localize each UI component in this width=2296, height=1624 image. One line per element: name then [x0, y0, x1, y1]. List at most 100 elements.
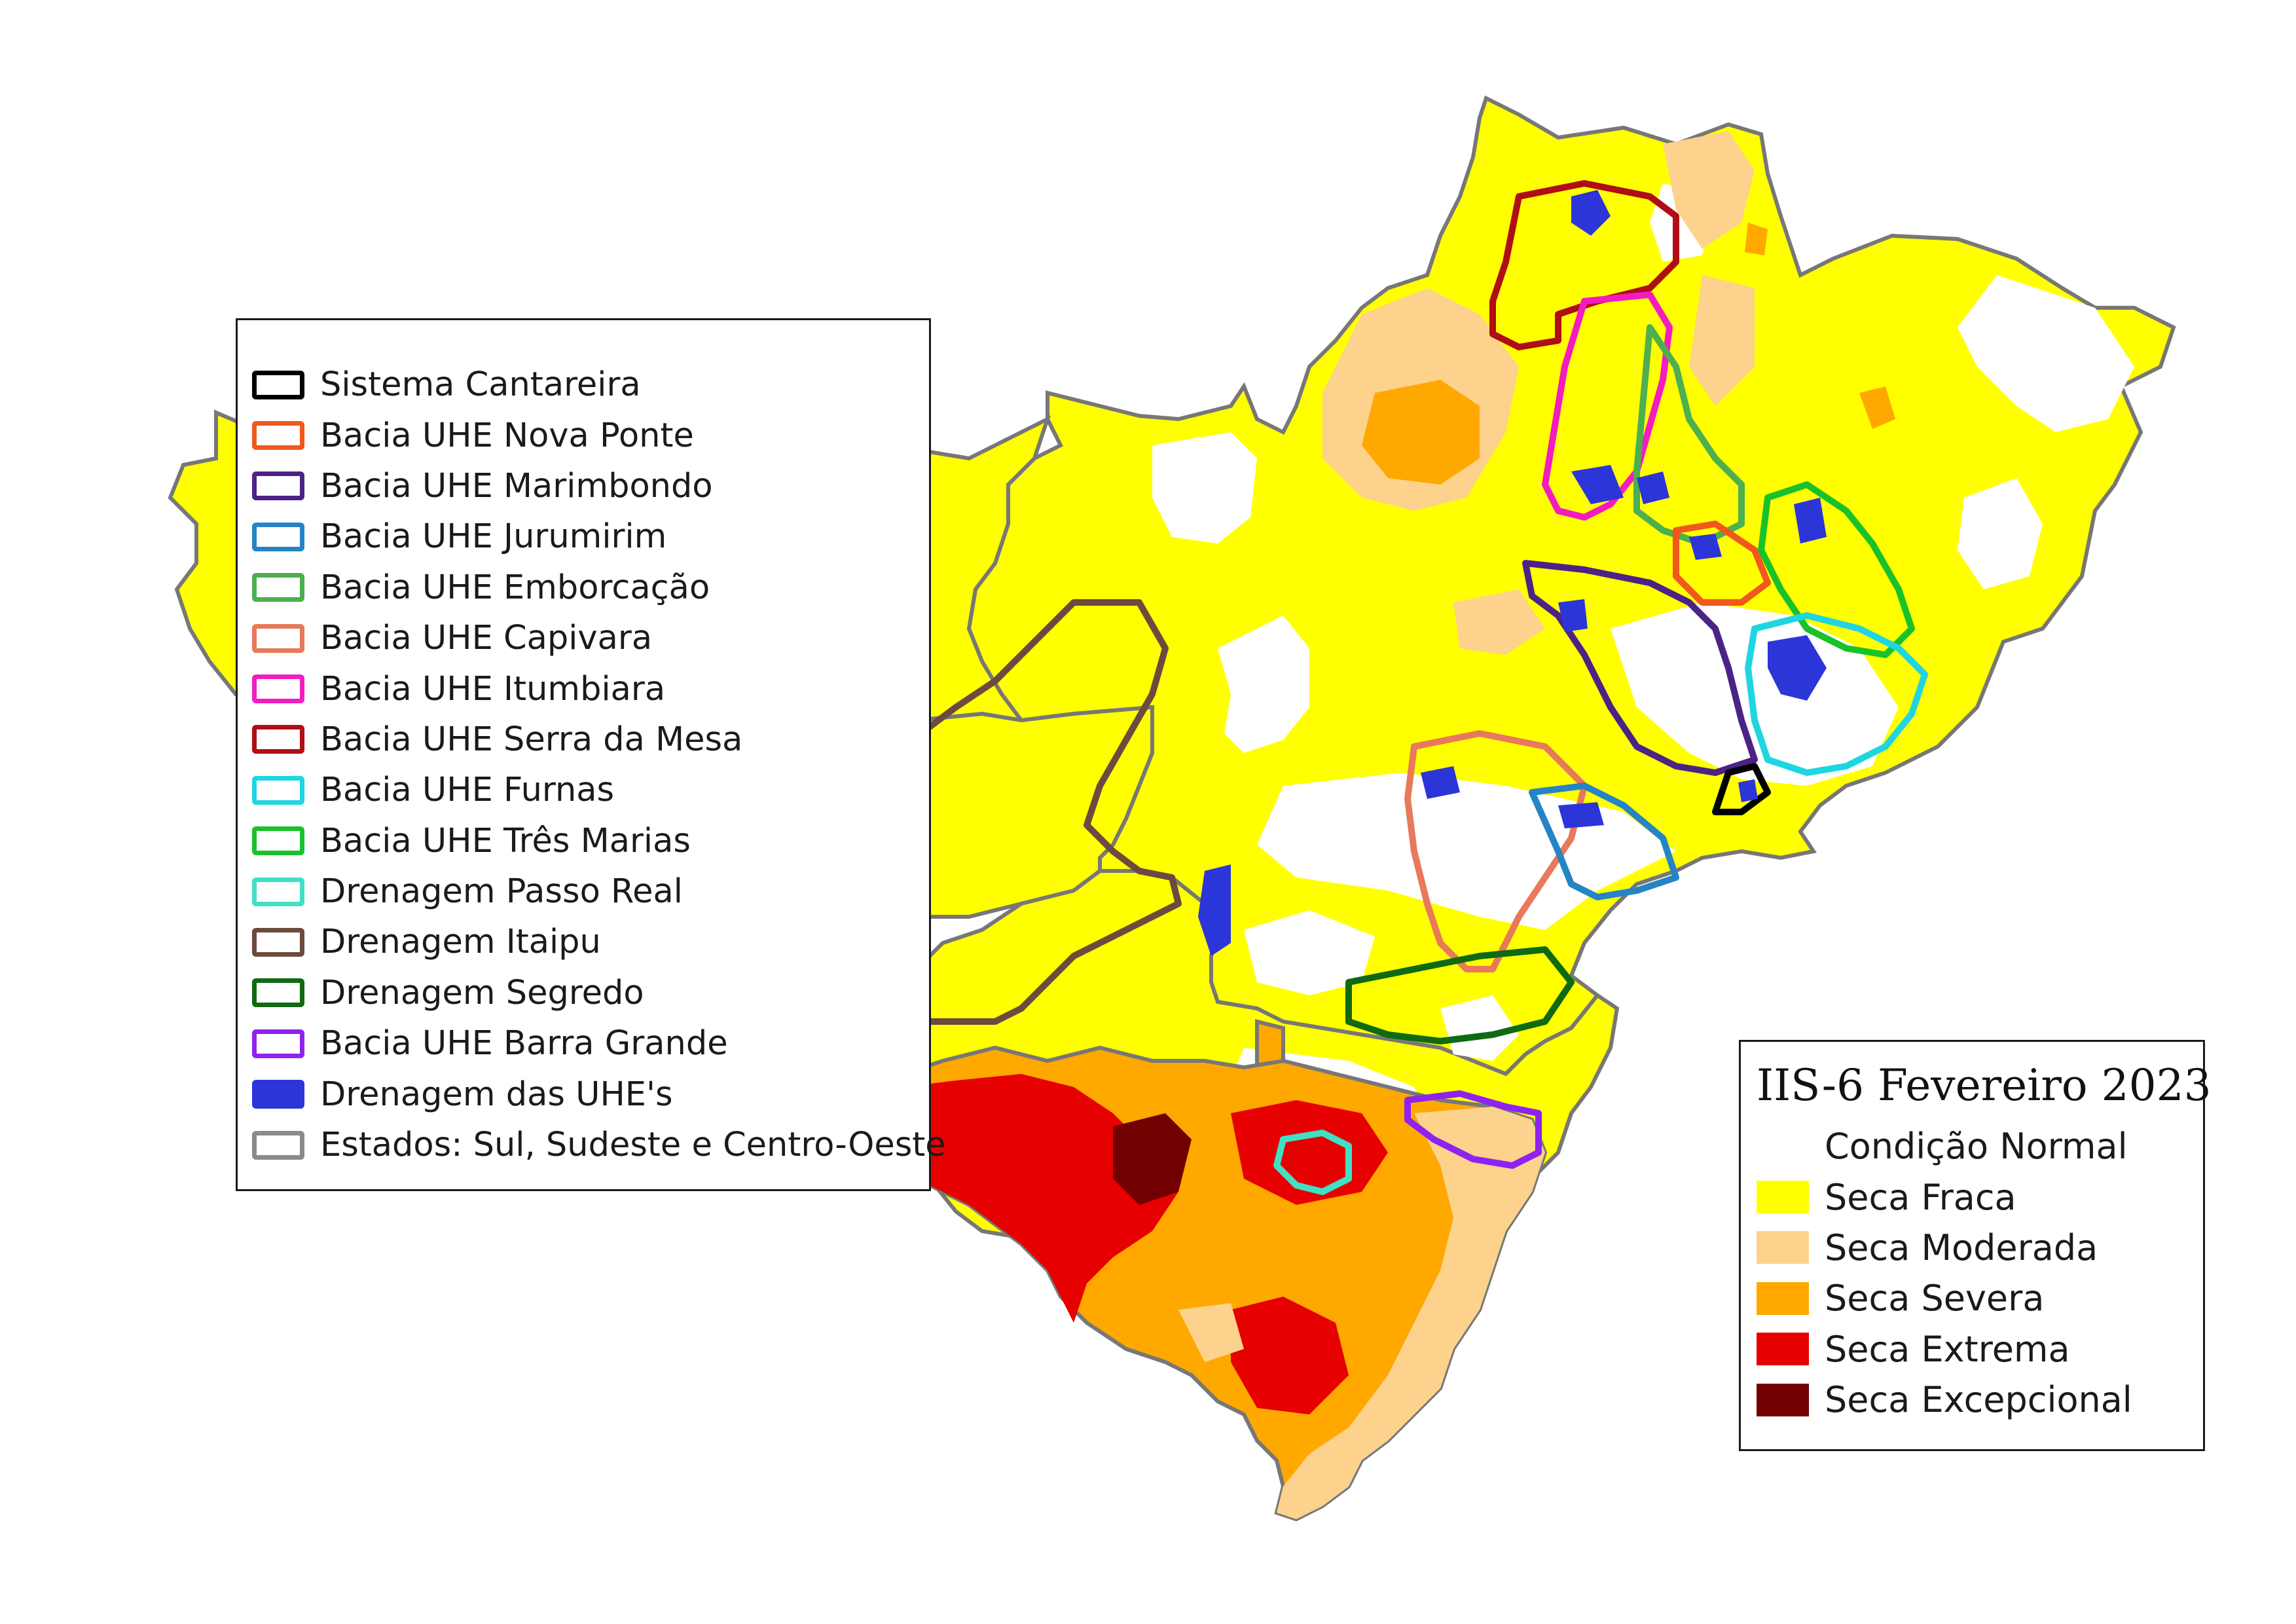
reservoir	[1558, 599, 1588, 632]
patch-moderada	[1453, 589, 1545, 655]
patch-severa	[1362, 380, 1480, 485]
layer-label: Estados: Sul, Sudeste e Centro-Oeste	[320, 1126, 946, 1165]
layer-swatch	[252, 1080, 304, 1109]
layer-swatch	[252, 877, 304, 906]
layer-swatch	[252, 725, 304, 754]
layer-label: Bacia UHE Três Marias	[320, 821, 691, 860]
outline-capivara	[1404, 730, 1588, 972]
layer-label: Drenagem Passo Real	[320, 872, 683, 912]
reservoir	[1198, 864, 1231, 956]
patch-moderada	[1277, 1107, 1545, 1519]
class-legend-row: Condição Normal	[1757, 1121, 2203, 1172]
layers-legend-row: Bacia UHE Barra Grande	[252, 1018, 929, 1069]
reservoirs	[1198, 190, 1827, 956]
class-legend-row: Seca Moderada	[1757, 1223, 2203, 1273]
classes-legend: IIS-6 Fevereiro 2023 Condição Normal Seca…	[1739, 1040, 2212, 1451]
layer-label: Drenagem Itaipu	[320, 923, 601, 962]
class-label: Seca Extrema	[1825, 1328, 2070, 1370]
outline-barra-grande	[1404, 1090, 1542, 1169]
reservoir	[1421, 766, 1460, 799]
layer-swatch	[252, 1130, 304, 1160]
class-swatch	[1757, 1333, 1809, 1366]
class-label: Condição Normal	[1825, 1126, 2128, 1168]
class-label: Seca Excepcional	[1825, 1379, 2132, 1421]
outline-jurumirim	[1529, 783, 1679, 900]
layers-legend: Sistema Cantareira Bacia UHE Nova Ponte Ba…	[236, 318, 946, 1191]
patch-excepcional	[1113, 1113, 1192, 1205]
layer-swatch	[252, 370, 304, 399]
layers-legend-row: Bacia UHE Furnas	[252, 765, 929, 815]
outline-serra-da-mesa	[1489, 180, 1679, 350]
class-label: Seca Moderada	[1825, 1227, 2098, 1268]
layer-swatch	[252, 1029, 304, 1058]
class-legend-row: Seca Excepcional	[1757, 1375, 2203, 1425]
reservoir	[1794, 498, 1827, 544]
layers-legend-row: Drenagem Itaipu	[252, 917, 929, 967]
reservoir	[1768, 635, 1827, 701]
layers-legend-row: Bacia UHE Emborcação	[252, 563, 929, 613]
layer-label: Drenagem das UHE's	[320, 1075, 673, 1114]
class-label: Seca Severa	[1825, 1278, 2045, 1320]
reservoir	[1689, 534, 1722, 560]
outline-tres-marias	[1758, 481, 1915, 658]
layer-label: Bacia UHE Jurumirim	[320, 517, 667, 557]
classes-legend-title: IIS-6 Fevereiro 2023	[1757, 1060, 2212, 1111]
layer-swatch	[252, 927, 304, 957]
layer-label: Bacia UHE Capivara	[320, 619, 653, 658]
class-swatch	[1757, 1181, 1809, 1214]
layer-swatch	[252, 421, 304, 451]
patch-normal	[1152, 432, 1257, 544]
layer-swatch	[252, 522, 304, 551]
layer-swatch	[252, 775, 304, 805]
layer-swatch	[252, 978, 304, 1008]
layer-label: Bacia UHE Marimbondo	[320, 466, 713, 506]
patch-moderada	[1689, 275, 1755, 406]
reservoir	[1571, 465, 1624, 504]
class-swatch	[1757, 1130, 1809, 1163]
outline-nova-ponte	[1673, 521, 1771, 606]
layer-label: Drenagem Segredo	[320, 973, 644, 1012]
map-regions	[966, 95, 2176, 1077]
layers-legend-row: Drenagem Segredo	[252, 968, 929, 1018]
outline-itumbiara	[1542, 291, 1673, 521]
patch-normal	[1244, 910, 1375, 995]
patch-normal	[1958, 275, 2134, 432]
layer-label: Bacia UHE Barra Grande	[320, 1024, 728, 1063]
class-legend-row: Seca Extrema	[1757, 1324, 2203, 1375]
layer-label: Bacia UHE Nova Ponte	[320, 416, 694, 455]
layers-legend-row: Bacia UHE Serra da Mesa	[252, 714, 929, 765]
reservoir	[1738, 779, 1758, 802]
layers-legend-row: Bacia UHE Marimbondo	[252, 461, 929, 511]
patch-extrema	[1231, 1297, 1349, 1414]
layer-label: Bacia UHE Serra da Mesa	[320, 720, 743, 759]
outline-cantareira	[1712, 763, 1771, 815]
outline-furnas	[1745, 612, 1928, 776]
classes-legend-rows: Condição Normal Seca Fraca Seca Moderada Se…	[1757, 1121, 2203, 1425]
layers-legend-row: Bacia UHE Itumbiara	[252, 663, 929, 714]
layer-swatch	[252, 623, 304, 653]
layer-swatch	[252, 573, 304, 602]
class-legend-row: Seca Severa	[1757, 1273, 2203, 1323]
class-swatch	[1757, 1282, 1809, 1315]
reservoir	[1571, 190, 1611, 236]
patch-moderada	[1663, 131, 1755, 249]
layer-label: Sistema Cantareira	[320, 365, 641, 405]
class-legend-row: Seca Fraca	[1757, 1172, 2203, 1222]
layers-legend-row: Bacia UHE Três Marias	[252, 816, 929, 866]
outline-segredo	[1345, 946, 1575, 1044]
reservoir	[1637, 471, 1669, 504]
layer-label: Bacia UHE Itumbiara	[320, 669, 666, 709]
layer-label: Bacia UHE Emborcação	[320, 568, 710, 607]
layer-label: Bacia UHE Furnas	[320, 771, 615, 810]
layer-swatch	[252, 471, 304, 501]
class-swatch	[1757, 1383, 1809, 1416]
layers-legend-row: Bacia UHE Jurumirim	[252, 511, 929, 562]
layer-swatch	[252, 674, 304, 704]
layer-swatch	[252, 826, 304, 856]
patch-normal	[1440, 995, 1519, 1061]
layers-legend-row: Sistema Cantareira	[252, 360, 929, 410]
patch-moderada	[1178, 1303, 1244, 1362]
outline-emborcacao	[1633, 324, 1745, 547]
patch-extrema	[851, 1074, 1178, 1323]
outline-passo-real	[1273, 1130, 1352, 1195]
